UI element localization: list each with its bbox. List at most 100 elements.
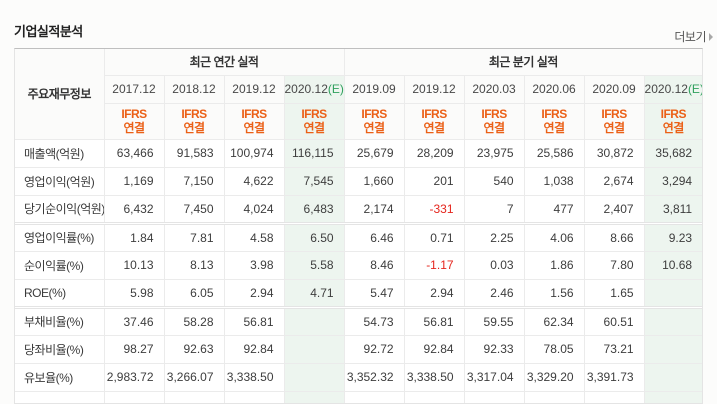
section-title: 기업실적분석 [14,24,83,39]
row-label: 부채비율(%) [15,305,105,336]
value-cell: 10.13 [104,251,165,280]
value-cell [284,335,345,364]
table-row: 당좌비율(%) 98.27 92.63 92.84 92.72 92.84 92.33 78… [15,335,702,364]
value-cell: 92.84 [404,335,465,364]
value-cell: 100,974 [224,139,285,168]
value-cell: 3,391.73 [584,363,645,392]
value-cell: 62.34 [524,305,585,336]
value-cell [644,391,702,403]
value-cell [404,391,465,403]
value-cell: -1.17 [404,251,465,280]
row-label: 유보율(%) [15,363,105,392]
value-cell [584,391,645,403]
financials-table: 주요재무정보 최근 연간 실적 최근 분기 실적 2017.12 2018.12… [15,49,702,403]
value-cell [644,305,702,336]
value-cell [344,391,405,403]
value-cell: 0.03 [464,251,525,280]
table-row: 매출액(억원) 63,466 91,583 100,974 116,115 25,679… [15,139,702,168]
ifrs-header: IFRS 연결 [224,103,285,140]
value-cell: 1,660 [344,167,405,196]
value-cell: 25,586 [524,139,585,168]
value-cell: 2,983.72 [104,363,165,392]
value-cell: 201 [404,167,465,196]
value-cell: 1.84 [104,221,165,252]
value-cell [524,391,585,403]
table-row: 유보율(%) 2,983.72 3,266.07 3,338.50 3,352.32 3… [15,363,702,392]
value-cell: 10.68 [644,251,702,280]
value-cell [644,363,702,392]
table-row: 순이익률(%) 10.13 8.13 3.98 5.58 8.46 -1.17 0.03 1.… [15,251,702,280]
period-header: 2019.12 [224,75,285,104]
value-cell: 3,294 [644,167,702,196]
table-row: 당기순이익(억원) 6,432 7,450 4,024 6,483 2,174 -331 7… [15,195,702,224]
value-cell: 8.13 [164,251,225,280]
table-row: 영업이익률(%) 1.84 7.81 4.58 6.50 6.46 0.71 2.25 4.0… [15,221,702,252]
value-cell [464,391,525,403]
row-label: 당좌비율(%) [15,335,105,364]
value-cell: 92.72 [344,335,405,364]
value-cell: 73.21 [584,335,645,364]
corner-header: 주요재무정보 [15,49,105,140]
value-cell [224,391,285,403]
value-cell: 8.46 [344,251,405,280]
ifrs-header: IFRS 연결 [464,103,525,140]
financials-table-frame: 주요재무정보 최근 연간 실적 최근 분기 실적 2017.12 2018.12… [14,48,703,404]
value-cell: 4,024 [224,195,285,224]
table-row: 영업이익(억원) 1,169 7,150 4,622 7,545 1,660 201 540… [15,167,702,196]
period-header: 2020.06 [524,75,585,104]
value-cell: 60.51 [584,305,645,336]
value-cell: 2.94 [224,279,285,308]
value-cell: 4,622 [224,167,285,196]
ifrs-header: IFRS 연결 [344,103,405,140]
period-header: 2020.12(E) [284,75,345,104]
value-cell [164,391,225,403]
group-header-row: 주요재무정보 최근 연간 실적 최근 분기 실적 [15,49,702,140]
value-cell: 92.63 [164,335,225,364]
value-cell: 78.05 [524,335,585,364]
ifrs-header: IFRS 연결 [404,103,465,140]
value-cell: 6.50 [284,221,345,252]
value-cell: 7.80 [584,251,645,280]
value-cell: 2.94 [404,279,465,308]
value-cell: 56.81 [224,305,285,336]
value-cell [104,391,165,403]
period-header-row: 2017.12 2018.12 2019.12 2020.12(E) 2019.… [15,75,702,104]
value-cell [284,363,345,392]
ifrs-header: IFRS 연결 [164,103,225,140]
value-cell: 59.55 [464,305,525,336]
ifrs-header: IFRS 연결 [584,103,645,140]
row-label: ROE(%) [15,279,105,308]
row-label: 당기순이익(억원) [15,195,105,224]
more-link[interactable]: 더보기 [674,28,713,45]
more-link-label: 더보기 [674,30,706,44]
value-cell: 92.84 [224,335,285,364]
value-cell: 56.81 [404,305,465,336]
value-cell: 8.66 [584,221,645,252]
value-cell: 7,450 [164,195,225,224]
value-cell: 7,545 [284,167,345,196]
estimate-mark: (E) [687,82,702,96]
value-cell: 6.05 [164,279,225,308]
period-header: 2017.12 [104,75,165,104]
value-cell: -331 [404,195,465,224]
value-cell: 2,174 [344,195,405,224]
value-cell [644,335,702,364]
period-header: 2020.12(E) [644,75,702,104]
group-header-quarterly: 최근 분기 실적 [344,49,702,76]
value-cell: 5.98 [104,279,165,308]
ifrs-header: IFRS 연결 [644,103,702,140]
table-row: 부채비율(%) 37.46 58.28 56.81 54.73 56.81 59.55 62… [15,305,702,336]
table-row-cutoff [15,391,702,403]
period-header: 2019.12 [404,75,465,104]
value-cell: 116,115 [284,139,345,168]
value-cell: 477 [524,195,585,224]
value-cell: 1,169 [104,167,165,196]
period-header: 2019.09 [344,75,405,104]
value-cell: 23,975 [464,139,525,168]
period-header: 2020.03 [464,75,525,104]
standard-header-row: IFRS 연결 IFRS 연결 IFRS 연결 IFRS 연결 IFRS 연결 IFRS 연… [15,103,702,140]
value-cell: 3,317.04 [464,363,525,392]
value-cell: 37.46 [104,305,165,336]
value-cell: 2,674 [584,167,645,196]
